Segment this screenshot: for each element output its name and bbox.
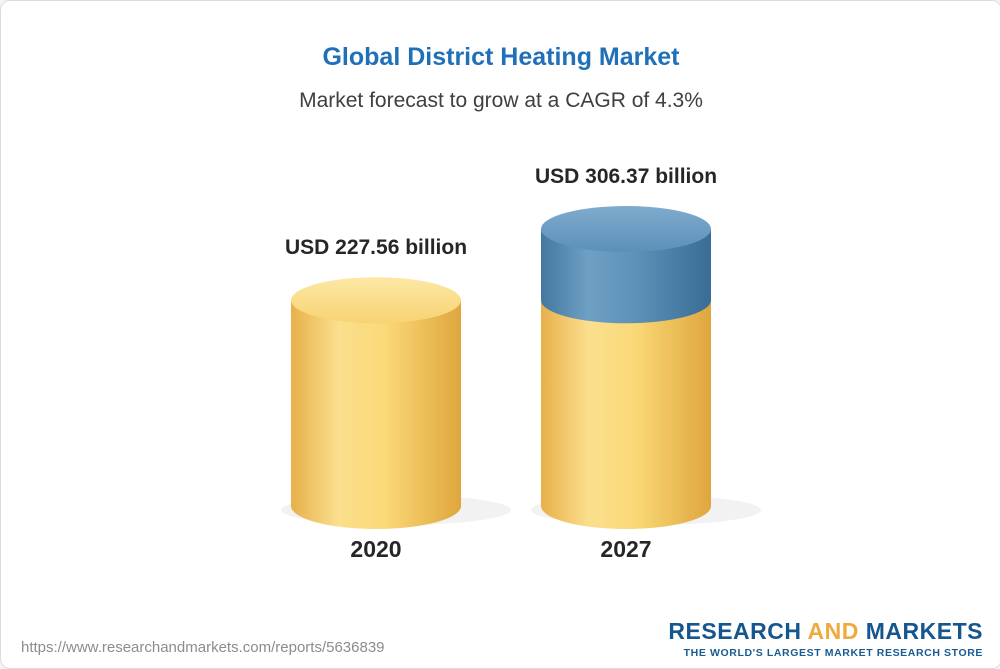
cylinder-bar-2020 <box>281 277 511 529</box>
cylinder-bar-2027 <box>531 206 761 529</box>
logo-tagline: THE WORLD'S LARGEST MARKET RESEARCH STOR… <box>683 647 983 659</box>
bar-top-cap <box>291 277 461 324</box>
chart-title: Global District Heating Market <box>322 43 680 71</box>
bar-segment-gold <box>291 300 461 529</box>
logo-markets: MARKETS <box>865 618 983 644</box>
bar-segment-gold <box>541 300 711 529</box>
logo-and: AND <box>807 618 859 644</box>
brand-logo: RESEARCH AND MARKETS THE WORLD'S LARGEST… <box>668 618 983 660</box>
bar-segment-blue <box>541 229 711 324</box>
logo-research: RESEARCH <box>668 618 802 644</box>
report-url[interactable]: https://www.researchandmarkets.com/repor… <box>21 639 385 656</box>
bar-top-cap <box>541 206 711 252</box>
chart-subtitle: Market forecast to grow at a CAGR of 4.3… <box>299 89 703 112</box>
logo-wordmark: RESEARCH AND MARKETS <box>668 618 983 644</box>
